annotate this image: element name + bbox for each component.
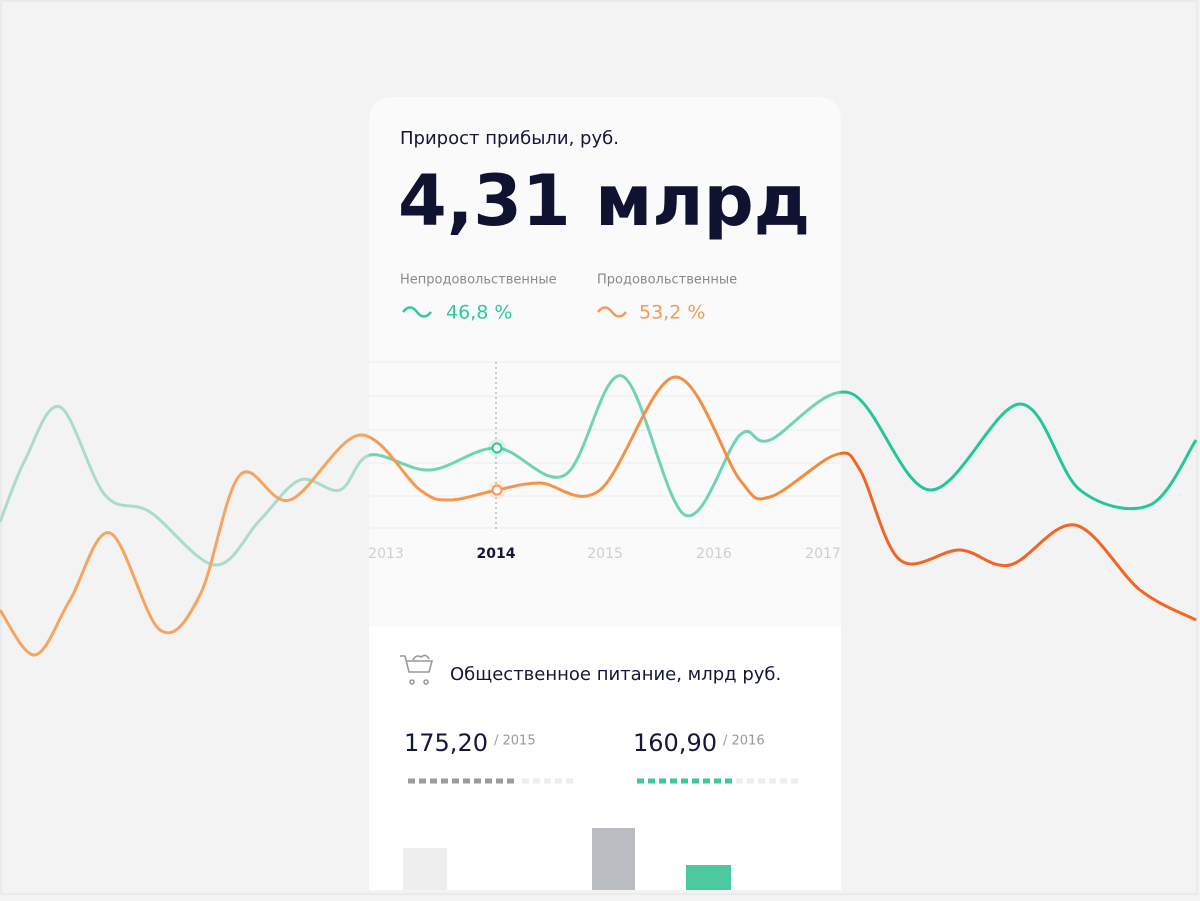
card [369, 97, 841, 890]
x-label: 2017 [805, 546, 841, 562]
legend-value: 53,2 % [639, 302, 705, 324]
x-axis: 2013 2014 2015 2016 2017 [368, 546, 841, 562]
bar [592, 828, 635, 890]
bar [686, 865, 731, 890]
big-value: 4,31 млрд [398, 160, 810, 242]
legend-name: Непродовольственные [400, 273, 557, 288]
point [491, 442, 503, 454]
section-title: Общественное питание, млрд руб. [450, 664, 781, 685]
title: Прирост прибыли, руб. [400, 128, 619, 149]
cart-icon [400, 654, 434, 685]
stat-year: / 2016 [723, 734, 765, 749]
x-label: 2013 [368, 546, 404, 562]
x-label: 2015 [587, 546, 623, 562]
wave-green [0, 374, 1198, 567]
grid [369, 361, 841, 529]
legend-icon [597, 306, 627, 318]
legend-value: 46,8 % [446, 302, 512, 324]
x-label: 2014 [477, 546, 516, 562]
stat-value: 160,90 [633, 729, 717, 757]
bar [403, 848, 447, 890]
wave-orange [0, 375, 1197, 657]
point [491, 484, 503, 496]
stat-year: / 2015 [494, 734, 536, 749]
x-label: 2016 [696, 546, 732, 562]
legend-icon [402, 306, 432, 318]
stat-value: 175,20 [404, 729, 488, 757]
legend-name: Продовольственные [597, 273, 737, 288]
